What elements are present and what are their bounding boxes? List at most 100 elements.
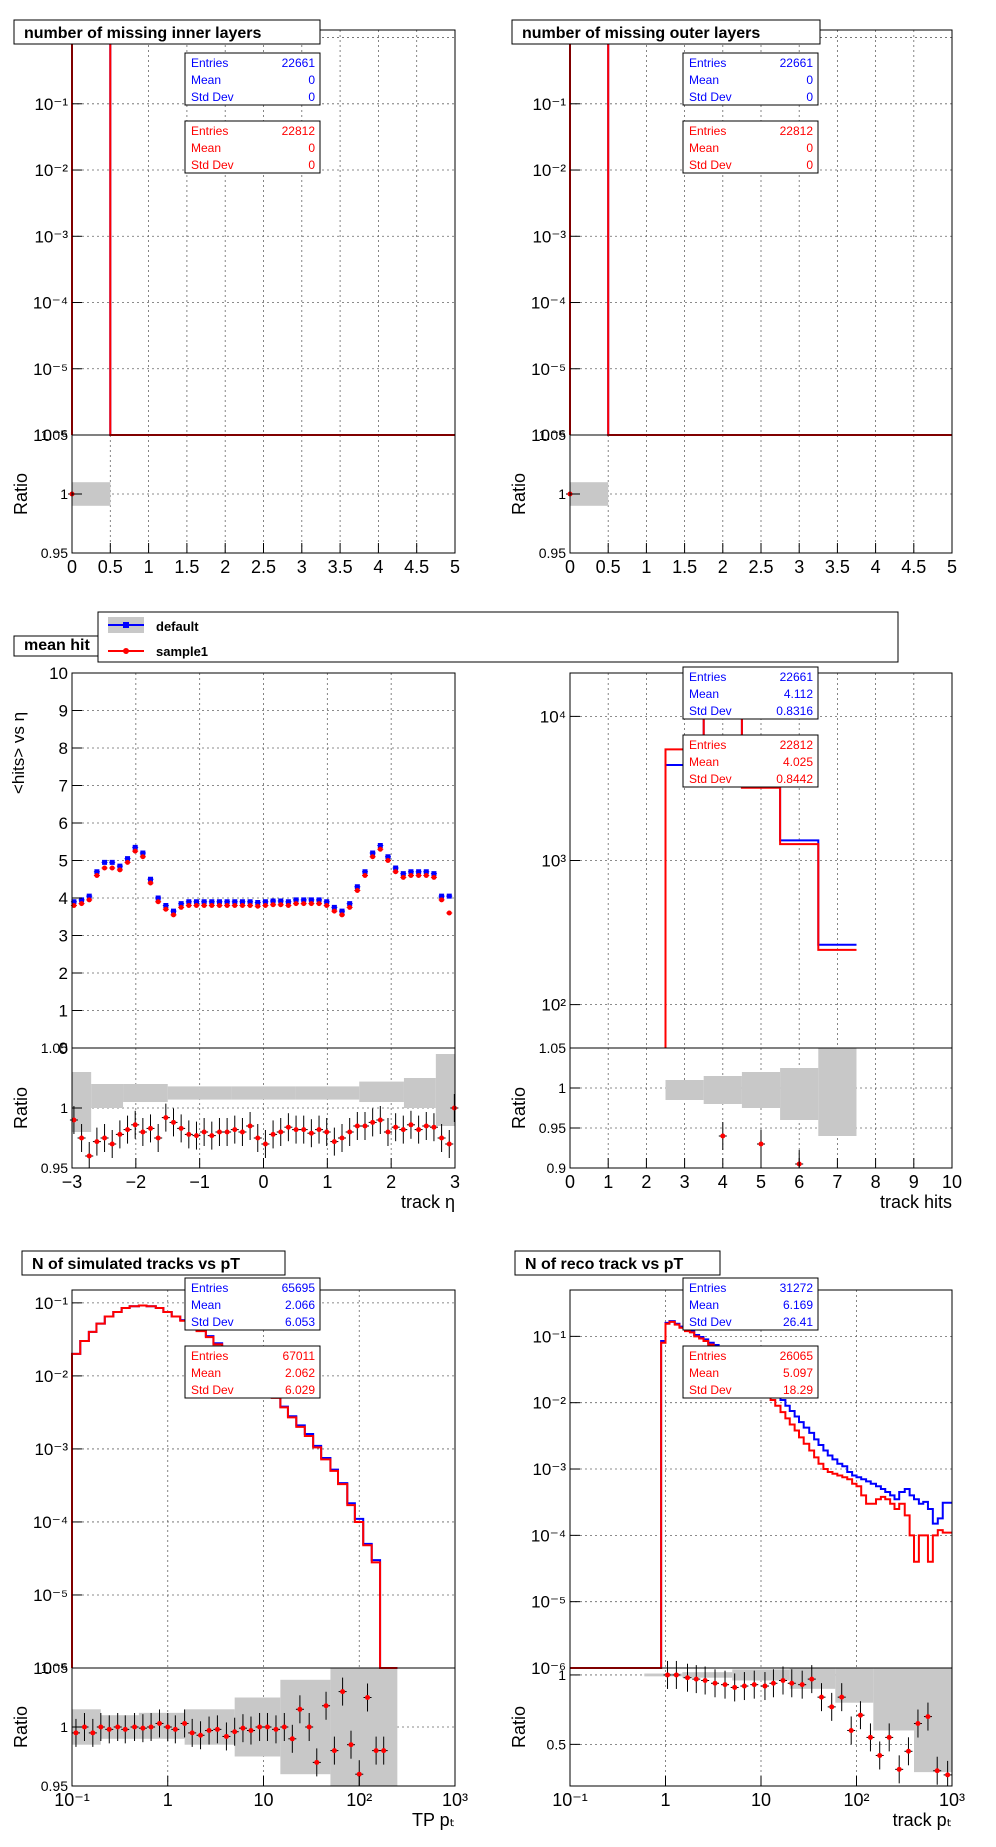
ratio-point — [214, 1726, 220, 1732]
stats-value: 22812 — [780, 124, 814, 138]
ratio-point — [762, 1683, 768, 1689]
stats-frame — [682, 1345, 819, 1399]
ratio-band — [703, 1076, 742, 1104]
stats-value: 6.053 — [285, 1315, 315, 1329]
ratio-point — [117, 1131, 123, 1137]
y-tick-label: 10⁻² — [532, 161, 566, 180]
series-sample1-point — [370, 854, 376, 860]
ratio-point — [741, 1683, 747, 1689]
series-default-point — [377, 843, 383, 848]
series-sample1-point — [170, 912, 176, 918]
ratio-point — [934, 1768, 940, 1774]
series-default-point — [224, 899, 230, 905]
stats-value: 0 — [806, 73, 813, 87]
ratio-point — [248, 1728, 254, 1734]
y-tick-label: 10⁻⁶ — [33, 426, 68, 445]
series-sample1-point — [400, 874, 406, 880]
x-tick-label: 3.5 — [328, 557, 353, 577]
y-tick-label: 10⁻⁶ — [531, 426, 566, 445]
ratio-point — [665, 1672, 671, 1678]
grid — [569, 30, 953, 554]
stats-value: 22661 — [282, 56, 316, 70]
ratio-point — [308, 1130, 314, 1136]
x-tick-label: 7 — [832, 1172, 842, 1192]
x-tick-label: 0 — [565, 1172, 575, 1192]
x-tick-label: 1 — [144, 557, 154, 577]
series-default-point — [393, 865, 399, 871]
stats-label: Mean — [689, 755, 719, 769]
x-tick-label: 6 — [794, 1172, 804, 1192]
series-sample1-point — [331, 908, 337, 914]
x-tick-label: 4.5 — [404, 557, 429, 577]
series-sample1-point — [354, 888, 360, 893]
stats-label: Entries — [689, 670, 726, 684]
ratio-y-tick-label: 0.9 — [547, 1160, 567, 1176]
stats-frame — [682, 52, 819, 106]
ratio-point — [356, 1771, 362, 1777]
stats-label: Entries — [689, 124, 726, 138]
stats-value: 0 — [308, 73, 315, 87]
ratio-point — [720, 1133, 726, 1139]
x-tick-label: 1 — [603, 1172, 613, 1192]
stats-label: Mean — [689, 1298, 719, 1312]
ratio-point — [377, 1117, 383, 1123]
series-sample1-point — [339, 912, 345, 918]
stats-label: Std Dev — [191, 1315, 234, 1329]
stats-box-default: Entries 22661 Mean 4.112 Std Dev 0.8316 — [682, 666, 819, 720]
ratio-point — [818, 1694, 824, 1700]
chart-title: number of missing inner layers — [13, 19, 321, 45]
ratio-band — [665, 1080, 704, 1100]
ratio-band — [138, 1712, 185, 1739]
x-tick-label: 0 — [67, 557, 77, 577]
ratio-point — [362, 1123, 368, 1129]
series-sample1-point — [239, 903, 245, 908]
stats-label: Std Dev — [689, 704, 732, 718]
ratio-point — [122, 1726, 128, 1732]
panel-missing-outer: 0 0.5 1 1.5 2 2.5 3 3.5 4 4.5 5 1 10⁻¹ 10⁻² 10⁻³ 10⁻⁴ 10… — [509, 19, 957, 577]
stats-value: 18.29 — [783, 1383, 813, 1397]
ratio-band — [359, 1081, 404, 1102]
ratio-axis-label: Ratio — [11, 473, 31, 515]
ratio-point — [140, 1725, 146, 1731]
ratio-point — [331, 1139, 337, 1145]
ratio-y-tick-label: 1.05 — [41, 427, 68, 443]
stats-value: 31272 — [780, 1281, 814, 1295]
ratio-point — [209, 1133, 215, 1139]
series-default-point — [301, 897, 307, 903]
series-sample1-point — [416, 873, 422, 878]
stats-box-default: Entries 31272 Mean 6.169 Std Dev 26.41 — [682, 1277, 819, 1331]
series-sample1-line — [570, 1320, 952, 1669]
ratio-point — [148, 1125, 154, 1131]
series-default-point — [232, 899, 238, 905]
stats-frame — [184, 120, 321, 174]
ratio-point — [373, 1748, 379, 1754]
stats-label: Std Dev — [191, 1383, 234, 1397]
ratio-point — [285, 1124, 291, 1130]
series-default-point — [431, 871, 437, 877]
series-default-point — [408, 869, 414, 875]
x-tick-label: 0 — [258, 1172, 268, 1192]
stats-label: Mean — [689, 141, 719, 155]
ratio-y-tick-label: 1.05 — [41, 1660, 68, 1676]
x-axis-label: track hits — [880, 1192, 952, 1212]
ratio-point — [925, 1714, 931, 1720]
stats-value: 4.025 — [783, 755, 813, 769]
ratio-point — [886, 1734, 892, 1740]
stats-value: 2.062 — [285, 1366, 315, 1380]
y-tick-label: 10⁻⁴ — [531, 1526, 566, 1545]
x-tick-label: 1 — [322, 1172, 332, 1192]
ratio-point — [324, 1129, 330, 1135]
ratio-point — [81, 1724, 87, 1730]
series-default-point — [285, 899, 291, 905]
ratio-point — [182, 1720, 188, 1726]
series-default-point — [71, 899, 77, 905]
y-tick-label: 10² — [541, 996, 566, 1015]
x-tick-label: 2 — [641, 1172, 651, 1192]
x-tick-label: 2 — [220, 557, 230, 577]
ratio-point — [255, 1135, 261, 1141]
series-default-point — [163, 903, 169, 908]
y-tick-label: 10⁻⁵ — [33, 360, 68, 379]
x-tick-label: 10 — [942, 1172, 962, 1192]
stats-label: Entries — [191, 124, 228, 138]
